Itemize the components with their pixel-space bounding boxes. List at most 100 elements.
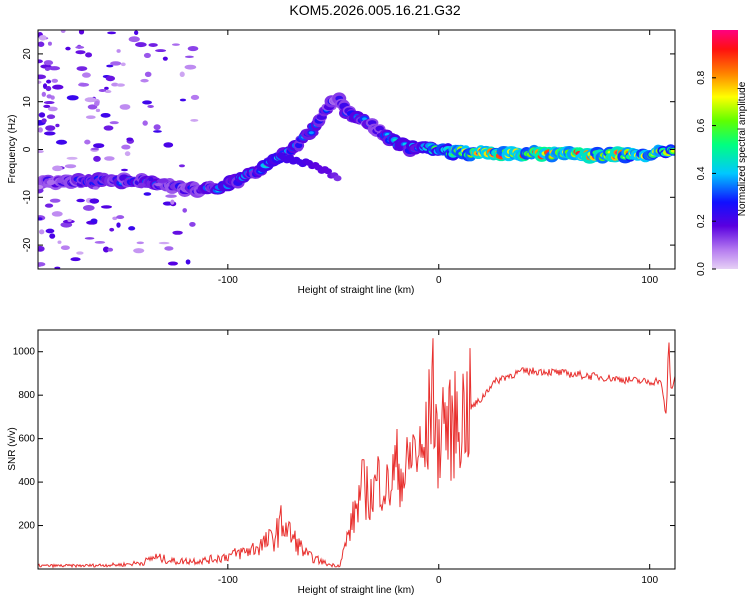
spectrogram-noise-cell <box>105 75 116 82</box>
spectrogram-x-tick-label: -100 <box>218 275 238 286</box>
spectrogram-noise-cell <box>95 108 101 113</box>
spectrogram-noise-cell <box>45 228 55 234</box>
spectrogram-noise-cell <box>142 120 148 126</box>
spectrogram-noise-cell <box>121 144 131 150</box>
spectrogram-noise-cell <box>66 95 79 101</box>
spectrogram-noise-cell <box>51 211 63 217</box>
spectrogram-noise-cell <box>38 150 44 153</box>
spectrogram-noise-cell <box>47 41 52 46</box>
snr-y-ticks: 200 400 600 800 1000 <box>13 347 675 532</box>
spectrogram-noise-cell <box>47 106 58 112</box>
colorbar-gradient <box>712 30 738 269</box>
spectrogram-noise-cell <box>116 49 121 53</box>
spectrogram-ridge-core <box>308 131 314 135</box>
spectrogram-noise-cell <box>55 123 60 128</box>
spectrogram-noise-cell <box>49 198 61 203</box>
spectrogram-y-tick-label: 10 <box>22 96 33 108</box>
spectrogram-noise-cell <box>46 94 52 99</box>
spectrogram-noise-cell <box>179 71 185 77</box>
spectrogram-noise-cell <box>85 115 96 119</box>
spectrogram-noise-cell <box>76 198 85 203</box>
spectrogram-noise-cell <box>38 229 45 235</box>
spectrogram-noise-cell <box>90 218 98 224</box>
spectrogram-noise-cell <box>148 43 158 47</box>
spectrogram-noise-cell <box>171 43 180 46</box>
spectrogram-noise-cell <box>82 204 95 211</box>
colorbar-tick-label: 0.4 <box>696 166 707 180</box>
spectrogram-noise-cell <box>56 178 63 184</box>
spectrogram-x-ticks: -100 0 100 <box>218 30 658 286</box>
snr-y-tick-label: 200 <box>18 521 35 532</box>
spectrogram-ridge-cell <box>294 142 303 149</box>
spectrogram-noise-cell <box>128 226 136 231</box>
spectrogram-noise-cell <box>49 233 56 239</box>
spectrogram-noise-cell <box>143 52 151 59</box>
spectrogram-noise-cell <box>172 230 183 235</box>
spectrogram-noise-cell <box>124 151 131 157</box>
spectrogram-noise-cell <box>46 114 56 120</box>
spectrogram-noise-cell <box>43 104 51 108</box>
spectrogram-noise-cell <box>87 104 98 110</box>
spectrogram-noise-cell <box>148 176 154 182</box>
spectrogram-noise-cell <box>93 143 105 149</box>
spectrogram-noise-cell <box>104 90 112 94</box>
spectrogram-noise-cell <box>156 178 169 183</box>
spectrogram-noise-cell <box>167 261 179 266</box>
spectrogram-noise-cell <box>38 41 45 47</box>
spectrogram-noise-cell <box>38 248 43 252</box>
snr-x-tick-label: 0 <box>436 575 442 586</box>
spectrogram-noise-cell <box>158 241 170 245</box>
spectrogram-noise-cell <box>38 112 46 118</box>
colorbar-tick-label: 0.6 <box>696 118 707 132</box>
spectrogram-noise-cell <box>38 59 43 64</box>
spectrogram-ridge-core <box>362 117 368 121</box>
spectrogram-noise-cell <box>94 100 100 107</box>
spectrogram-noise-cell <box>163 142 174 148</box>
snr-x-tick-label: 100 <box>641 575 658 586</box>
snr-y-label: SNR (v/v) <box>7 427 18 470</box>
spectrogram-noise-cell <box>38 217 43 221</box>
snr-panel: -100 0 100 200 400 600 800 1000 Height of stra… <box>7 329 676 596</box>
spectrogram-noise-cell <box>45 86 52 92</box>
spectrogram-noise-cell <box>110 61 122 66</box>
spectrogram-noise-cell <box>104 156 115 161</box>
spectrogram-y-tick-label: -20 <box>22 237 33 252</box>
spectrogram-noise-cell <box>38 262 46 267</box>
spectrogram-noise-cell <box>38 127 43 133</box>
spectrogram-noise-cell <box>137 182 145 189</box>
spectrogram-noise-cell <box>189 221 196 227</box>
snr-x-tick-label: -100 <box>218 575 238 586</box>
spectrogram-noise-cell <box>45 125 56 131</box>
spectrogram-noise-cell <box>92 186 99 190</box>
colorbar-tick-label: 0.8 <box>696 70 707 84</box>
spectrogram-noise-cell <box>52 84 64 90</box>
spectrogram-noise-cell <box>190 119 199 122</box>
spectrogram-noise-cell <box>179 98 187 102</box>
spectrogram-noise-cell <box>121 168 128 172</box>
spectrogram-noise-cell <box>136 241 144 245</box>
spectrogram-noise-cell <box>170 199 175 205</box>
chart-title: KOM5.2026.005.16.21.G32 <box>289 2 460 18</box>
spectrogram-noise-cell <box>144 71 152 77</box>
spectrogram-noise-cell <box>126 137 134 141</box>
spectrogram-noise-cell <box>135 42 147 48</box>
spectrogram-x-label: Height of straight line (km) <box>298 285 415 296</box>
spectrogram-noise-cell <box>90 147 100 151</box>
spectrogram-noise-cell <box>107 247 114 252</box>
spectrogram-noise-cell <box>140 78 149 83</box>
spectrogram-noise-cell <box>75 45 85 49</box>
spectrogram-noise-cell <box>43 101 55 105</box>
spectrogram-noise-cell <box>78 30 85 35</box>
spectrogram-noise-cell <box>84 139 91 145</box>
spectrogram-noise-cell <box>162 56 168 61</box>
spectrogram-y-tick-label: 20 <box>22 48 33 60</box>
spectrogram-panel: -100 0 100 -20 -100 10 20 Height of straight … <box>7 29 676 296</box>
snr-series-line <box>38 338 675 569</box>
spectrogram-noise-cell <box>51 78 59 83</box>
spectrogram-noise-cell <box>54 266 61 269</box>
spectrogram-noise-cell <box>75 50 86 55</box>
spectrogram-noise-cell <box>143 192 152 196</box>
snr-y-tick-label: 800 <box>18 390 35 401</box>
spectrogram-ridge-core <box>670 149 675 153</box>
